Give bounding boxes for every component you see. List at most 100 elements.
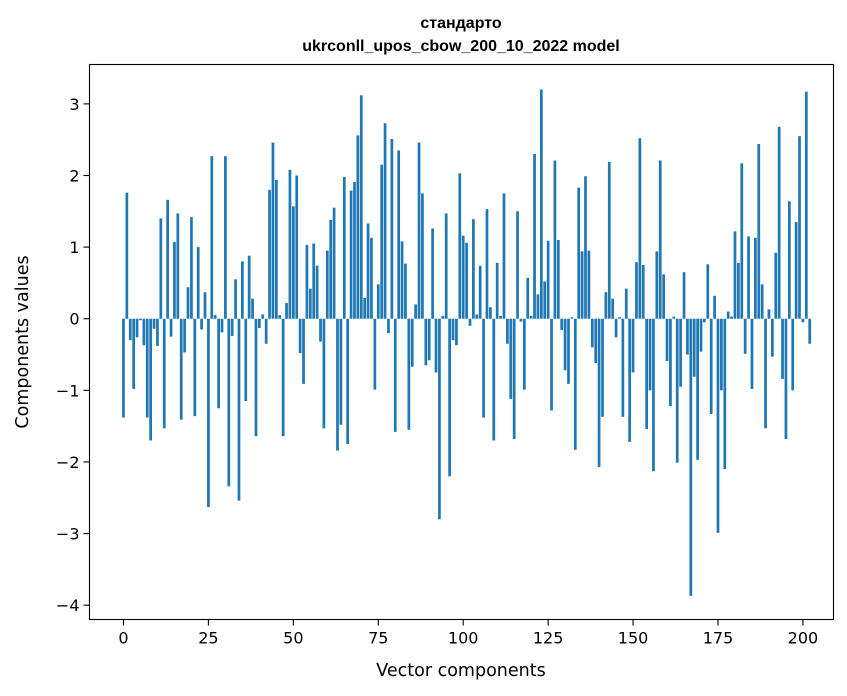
- bar: [278, 315, 282, 319]
- bar: [125, 192, 129, 319]
- bar: [628, 318, 632, 442]
- y-tick-label: 0: [69, 310, 79, 329]
- bar: [570, 317, 574, 319]
- bar: [315, 265, 319, 319]
- bar: [631, 318, 635, 373]
- bar: [737, 262, 740, 319]
- bar: [509, 318, 513, 399]
- bar: [597, 318, 601, 467]
- bar: [679, 318, 682, 387]
- bar: [553, 160, 557, 319]
- y-tick-label: 1: [69, 238, 79, 257]
- bar: [271, 142, 275, 319]
- bar: [393, 318, 397, 432]
- bar: [652, 318, 655, 472]
- bar: [747, 236, 750, 319]
- bar: [190, 217, 193, 319]
- bar: [770, 318, 774, 357]
- bar: [482, 318, 485, 418]
- bar: [193, 318, 197, 417]
- bar: [777, 126, 781, 319]
- bar: [220, 318, 224, 333]
- bar: [791, 318, 795, 391]
- bar: [122, 318, 125, 418]
- bar: [149, 318, 153, 441]
- bar: [675, 318, 679, 463]
- bar: [485, 209, 489, 319]
- bar: [410, 318, 414, 367]
- bar: [465, 242, 468, 319]
- bar: [573, 318, 577, 450]
- bar: [618, 317, 621, 319]
- bar: [308, 288, 312, 319]
- bar: [794, 222, 798, 319]
- bar: [655, 251, 659, 319]
- bar: [533, 154, 536, 319]
- bar: [536, 294, 540, 319]
- bar: [492, 318, 496, 441]
- bar: [312, 243, 316, 319]
- bar: [672, 316, 676, 319]
- bar: [383, 123, 387, 319]
- bar: [665, 318, 669, 361]
- bar: [261, 314, 265, 319]
- bar: [624, 288, 628, 319]
- bar: [448, 318, 451, 477]
- bar: [346, 318, 350, 445]
- bar: [767, 309, 771, 319]
- bar: [740, 163, 744, 319]
- bar: [801, 318, 805, 323]
- bar: [730, 316, 733, 319]
- bar: [207, 318, 210, 508]
- bar: [139, 318, 142, 321]
- bar: [516, 211, 519, 319]
- bar: [489, 307, 492, 319]
- y-tick-label: −3: [56, 525, 80, 544]
- bar: [478, 265, 482, 319]
- bar: [295, 175, 299, 319]
- bar: [224, 156, 227, 319]
- bar: [366, 223, 370, 319]
- bar: [159, 218, 163, 319]
- x-tick-label: 175: [703, 629, 734, 648]
- bar: [699, 318, 703, 352]
- bar: [584, 176, 587, 319]
- bar: [804, 91, 808, 319]
- bar: [135, 318, 139, 338]
- bar: [373, 318, 377, 390]
- bar: [641, 265, 645, 319]
- bar: [281, 318, 285, 437]
- bar: [784, 318, 788, 440]
- bar: [468, 318, 472, 326]
- bar: [183, 318, 186, 353]
- bar: [210, 156, 214, 319]
- bar: [522, 318, 526, 390]
- bar: [472, 219, 475, 319]
- x-tick-label: 150: [618, 629, 649, 648]
- bar: [455, 318, 458, 346]
- bar: [580, 251, 584, 319]
- bar: [217, 318, 220, 409]
- bar: [798, 136, 801, 319]
- bar: [519, 318, 523, 322]
- bar: [169, 318, 173, 337]
- bar: [720, 318, 723, 391]
- bar: [638, 138, 642, 319]
- bar: [132, 318, 136, 389]
- bar: [421, 193, 424, 319]
- bar: [502, 193, 506, 319]
- bar: [689, 318, 693, 596]
- bar: [539, 89, 543, 319]
- bar: [787, 201, 791, 319]
- bar: [234, 279, 237, 319]
- bar: [332, 207, 336, 319]
- bar: [808, 318, 812, 344]
- bar: [298, 318, 302, 354]
- bar: [258, 318, 261, 329]
- bar: [356, 135, 360, 319]
- bar: [621, 318, 625, 417]
- bar: [607, 161, 611, 319]
- y-tick-label: −4: [56, 596, 80, 615]
- bar: [434, 318, 438, 373]
